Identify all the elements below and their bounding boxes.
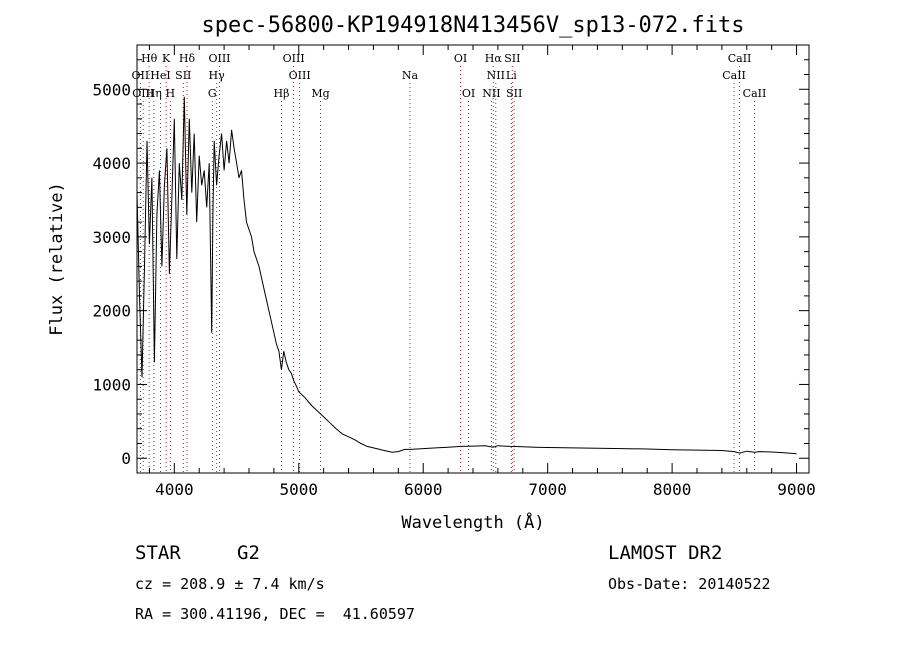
line-label: SII: [504, 52, 520, 65]
line-label: NII: [482, 87, 500, 100]
line-label: Hη: [146, 87, 162, 100]
x-axis-label: Wavelength (Å): [401, 511, 544, 533]
line-label: Hδ: [179, 52, 196, 65]
line-label: CaII: [743, 87, 767, 100]
line-label: K: [162, 52, 171, 65]
line-label: OIII: [208, 52, 230, 65]
spectral-line-markers: [139, 66, 755, 473]
line-label: Mg: [311, 87, 329, 100]
x-tick-label: 5000: [280, 480, 319, 499]
y-tick-label: 1000: [92, 375, 131, 394]
plot-frame: [136, 44, 810, 474]
line-label: Li: [506, 69, 517, 82]
line-label: H: [166, 87, 176, 100]
line-label: OII: [132, 69, 150, 82]
y-tick-label: 5000: [92, 80, 131, 99]
survey-name: LAMOST DR2: [608, 542, 723, 564]
y-tick-label: 2000: [92, 302, 131, 321]
redshift-text: cz = 208.9 ± 7.4 km/s: [135, 575, 325, 593]
line-label: HeI: [150, 69, 170, 82]
line-label: Na: [402, 69, 419, 82]
y-tick-label: 3000: [92, 228, 131, 247]
line-label: OI: [462, 87, 475, 100]
line-label: CaII: [722, 69, 746, 82]
x-tick-label: 4000: [155, 480, 194, 499]
y-axis-label: Flux (relative): [47, 182, 67, 336]
y-tick-label: 4000: [92, 154, 131, 173]
x-tick-label: 7000: [528, 480, 567, 499]
line-label: SII: [175, 69, 191, 82]
spectrum-line: [136, 96, 797, 455]
line-label: OI: [454, 52, 467, 65]
x-axis-ticks: 4000 5000 6000 7000 8000 9000: [148, 45, 816, 499]
line-label: Hα: [485, 52, 503, 65]
line-label: G: [208, 87, 217, 100]
line-label: OIII: [132, 87, 154, 100]
line-label: OIII: [289, 69, 311, 82]
line-label: CaII: [728, 52, 752, 65]
subclass: G2: [237, 542, 260, 564]
line-label: Hγ: [209, 69, 226, 82]
line-label: SII: [506, 87, 522, 100]
y-axis-ticks: 0 1000 2000 3000 4000 5000: [92, 59, 809, 468]
x-tick-label: 6000: [404, 480, 443, 499]
object-class: STAR: [135, 542, 181, 564]
x-tick-label: 8000: [653, 480, 692, 499]
y-tick-label: 0: [121, 449, 131, 468]
line-label: Hθ: [141, 52, 158, 65]
line-label: Hβ: [274, 87, 290, 100]
obs-date: Obs-Date: 20140522: [608, 575, 771, 593]
chart-title: spec-56800-KP194918N413456V_sp13-072.fit…: [201, 13, 744, 38]
line-label: NII: [487, 69, 505, 82]
line-label: OIII: [283, 52, 305, 65]
x-tick-label: 9000: [777, 480, 816, 499]
coordinates: RA = 300.41196, DEC = 41.60597: [135, 605, 415, 623]
